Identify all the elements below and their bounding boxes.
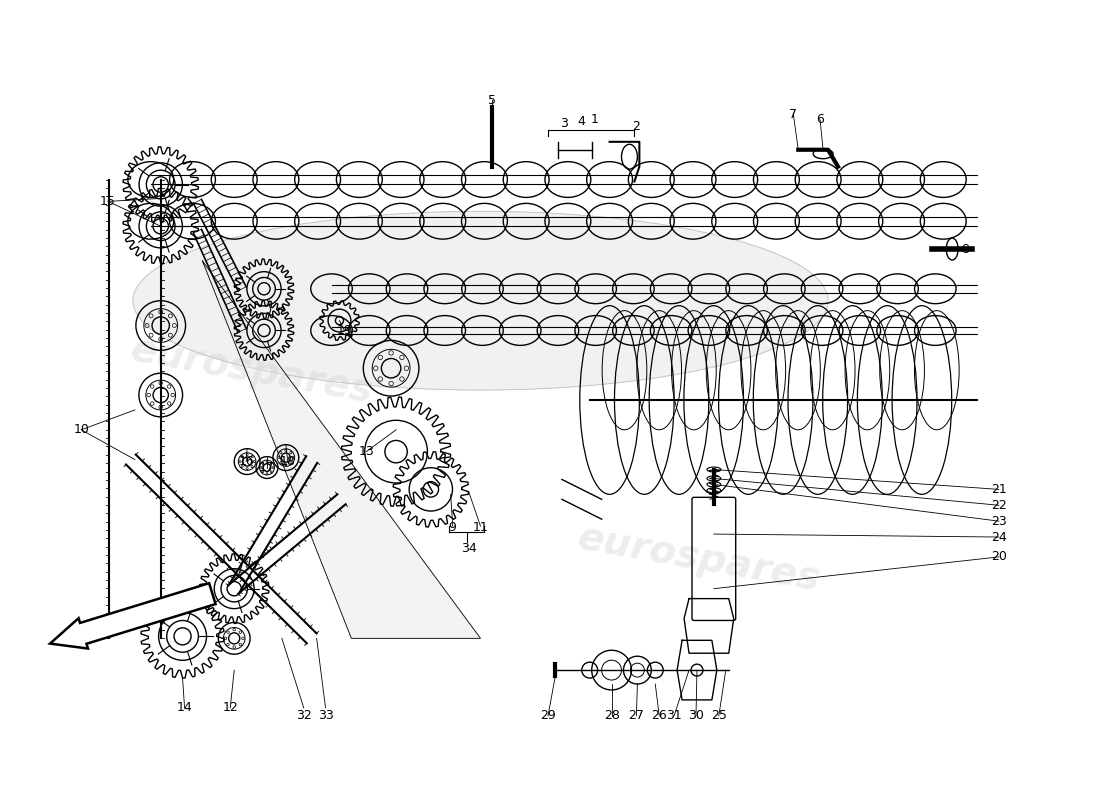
Text: 2: 2: [632, 121, 640, 134]
Text: 9: 9: [449, 521, 456, 534]
Text: 29: 29: [540, 710, 556, 722]
Text: eurospares: eurospares: [128, 330, 376, 410]
Text: 32: 32: [296, 710, 311, 722]
Text: 17: 17: [258, 461, 275, 474]
Polygon shape: [202, 261, 481, 638]
Text: 27: 27: [628, 710, 645, 722]
Text: 25: 25: [711, 710, 727, 722]
Text: 12: 12: [222, 702, 238, 714]
Text: 23: 23: [991, 514, 1006, 528]
Text: 3: 3: [560, 118, 568, 130]
Text: 34: 34: [461, 542, 476, 555]
Text: 28: 28: [604, 710, 619, 722]
Text: 26: 26: [651, 710, 667, 722]
Text: 4: 4: [578, 115, 585, 129]
Text: 16: 16: [239, 455, 254, 468]
Text: 15: 15: [100, 195, 116, 208]
Text: 20: 20: [991, 550, 1006, 563]
Text: 5: 5: [488, 94, 496, 106]
Text: 14: 14: [177, 702, 192, 714]
Text: 21: 21: [991, 483, 1006, 496]
Text: 22: 22: [991, 498, 1006, 512]
Text: 30: 30: [688, 710, 704, 722]
Text: 7: 7: [790, 107, 798, 121]
Text: 6: 6: [816, 114, 824, 126]
Text: 31: 31: [667, 710, 682, 722]
Text: 33: 33: [318, 710, 333, 722]
Text: eurospares: eurospares: [574, 519, 823, 599]
Text: 24: 24: [991, 530, 1006, 543]
Text: 10: 10: [74, 423, 89, 436]
Text: 1: 1: [591, 114, 598, 126]
Text: 8: 8: [961, 242, 969, 255]
Text: 11: 11: [473, 521, 488, 534]
Text: 19: 19: [337, 324, 352, 337]
Text: 18: 18: [279, 455, 296, 468]
Ellipse shape: [133, 211, 828, 390]
Text: 13: 13: [359, 445, 374, 458]
FancyArrow shape: [50, 583, 216, 649]
